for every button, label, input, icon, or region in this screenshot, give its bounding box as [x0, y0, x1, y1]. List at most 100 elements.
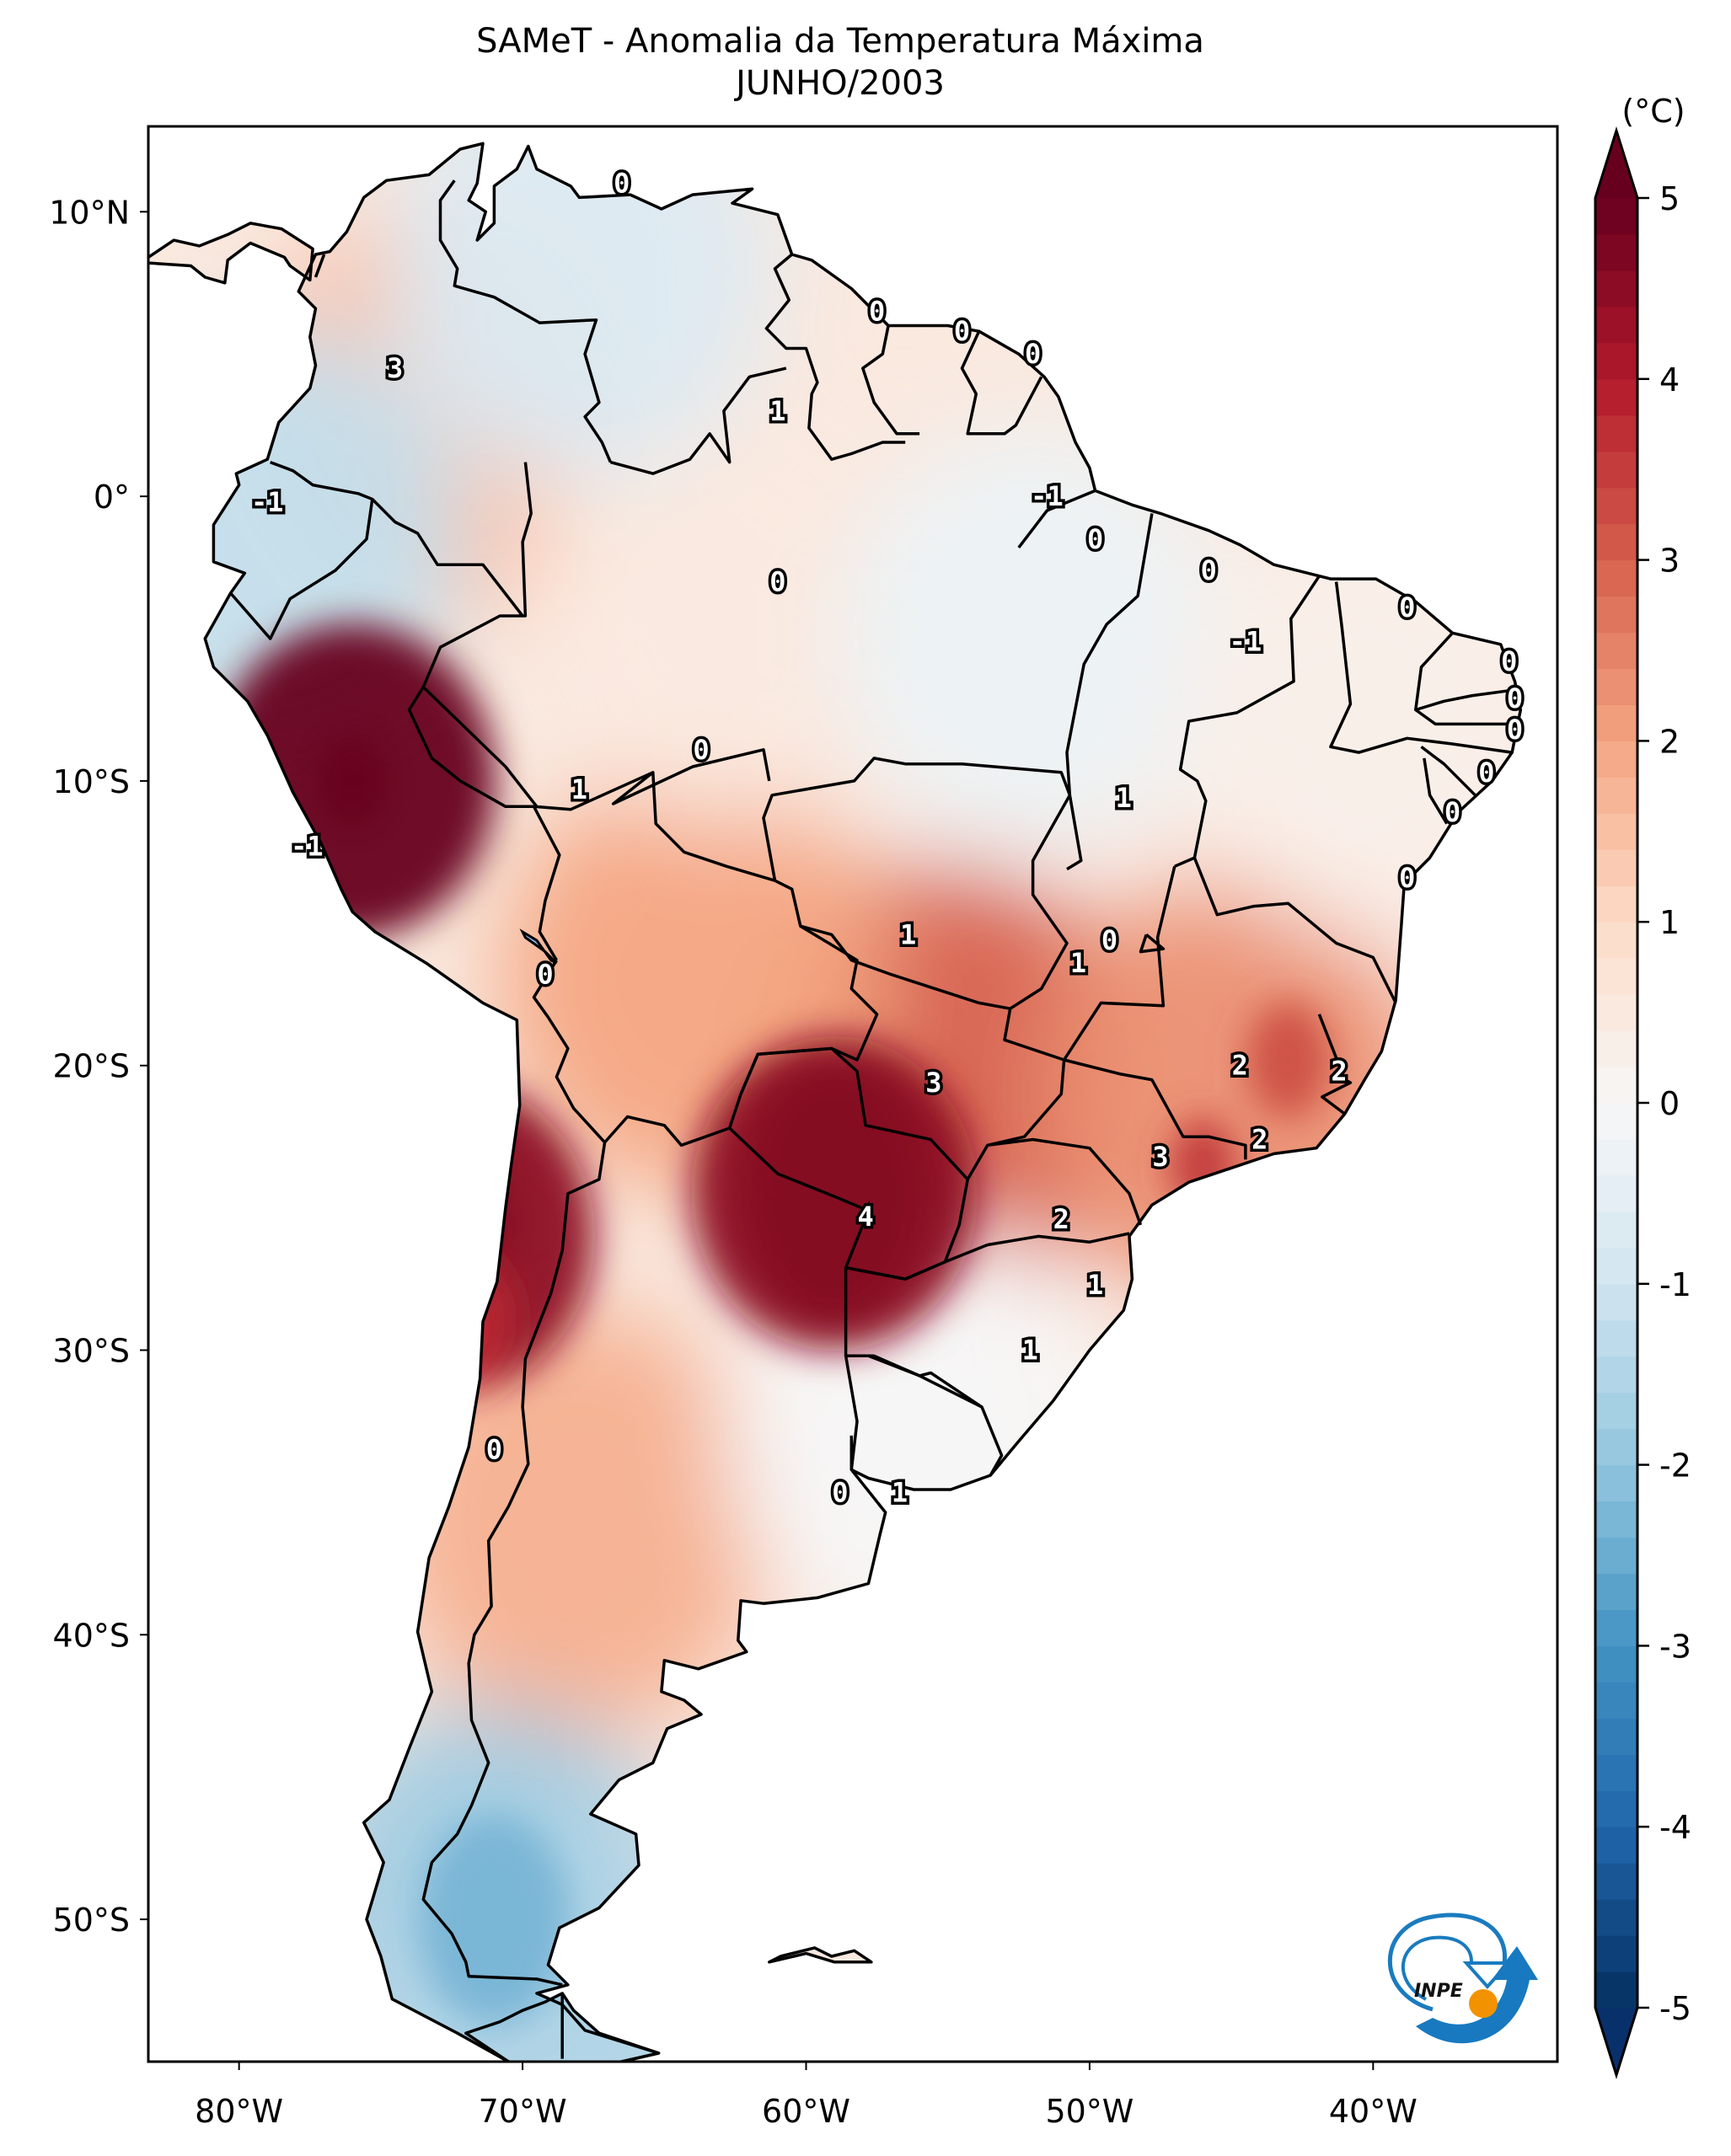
colorbar-segment: [1595, 342, 1637, 380]
colorbar-segment: [1595, 1754, 1637, 1791]
contour-label: 3: [1152, 1141, 1168, 1173]
colorbar-segment: [1595, 1645, 1637, 1683]
country-border: [1063, 865, 1176, 1061]
colorbar-segment: [1595, 198, 1637, 235]
colorbar-segment: [1595, 1537, 1637, 1575]
colorbar-segment: [1595, 632, 1637, 670]
contour-label: 0: [769, 565, 785, 597]
country-border: [960, 330, 1043, 436]
x-tick-label: 50°W: [1045, 2093, 1133, 2130]
colorbar-segment: [1595, 849, 1637, 886]
country-border: [861, 325, 920, 436]
colorbar-segment: [1595, 1283, 1637, 1321]
country-border: [229, 460, 374, 640]
country-border: [987, 1232, 1130, 1247]
colorbar-segment: [1595, 306, 1637, 344]
colorbar-segment: [1595, 1899, 1637, 1936]
country-border: [800, 924, 1011, 1010]
colorbar-segment: [1595, 1356, 1637, 1394]
country-border: [987, 1137, 1143, 1226]
colorbar-segment: [1595, 958, 1637, 995]
map-subtitle: JUNHO/2003: [736, 64, 945, 103]
x-tick-label: 60°W: [762, 2093, 850, 2130]
colorbar-segment: [1595, 1319, 1637, 1357]
map-title: SAMeT - Anomalia da Temperatura Máxima: [476, 22, 1204, 61]
y-tick-label: 10°N: [49, 194, 130, 231]
colorbar-segment: [1595, 1935, 1637, 1972]
anomaly-core: [418, 1813, 571, 2026]
colorbar-segment: [1595, 1067, 1637, 1104]
country-border: [421, 1142, 607, 1987]
country-border: [1317, 1014, 1353, 1115]
coastline-falklands: [768, 1946, 873, 1964]
contour-label: -1: [291, 831, 324, 863]
country-border: [1414, 709, 1515, 726]
x-tick-label: 40°W: [1329, 2093, 1417, 2130]
colorbar-segment: [1595, 1428, 1637, 1466]
y-tick-label: 10°S: [53, 763, 130, 800]
colorbar-segment: [1595, 1573, 1637, 1611]
y-tick-label: 40°S: [53, 1617, 130, 1654]
lake-titicaca: [519, 928, 558, 965]
colorbar-extend-min: [1595, 2008, 1637, 2075]
colorbar-segment: [1595, 1174, 1637, 1212]
inpe-logo-icon: INPE: [1387, 1913, 1538, 2044]
contour-label: 1: [892, 1476, 908, 1508]
contour-label: 0: [1025, 338, 1041, 370]
contour-label: -1: [251, 486, 284, 518]
colorbar-segment: [1595, 233, 1637, 271]
colorbar-segment: [1595, 1030, 1637, 1067]
colorbar-segment: [1595, 1211, 1637, 1249]
contour-label: 0: [1478, 757, 1494, 789]
colorbar-segment: [1595, 451, 1637, 489]
contour-label: 4: [858, 1201, 874, 1233]
colorbar-segment: [1595, 1971, 1637, 2009]
inpe-logo-text: INPE: [1414, 1981, 1463, 2002]
contour-label: 1: [1070, 947, 1086, 979]
contour-label: 1: [1022, 1335, 1038, 1367]
colorbar-tick-label: 2: [1659, 723, 1680, 760]
colorbar-segment: [1595, 813, 1637, 850]
colorbar-segment: [1595, 1247, 1637, 1285]
colorbar-segment: [1595, 1827, 1637, 1864]
contour-label: 0: [1501, 645, 1517, 677]
anomaly-core: [1246, 1000, 1331, 1119]
contour-label: 0: [537, 959, 553, 991]
colorbar-tick-label: -3: [1659, 1628, 1691, 1665]
colorbar-segment: [1595, 378, 1637, 416]
contour-label: 3: [925, 1067, 941, 1099]
coastline-panama: [148, 222, 314, 285]
colorbar-tick-label: -5: [1659, 1990, 1691, 2027]
contour-label: 0: [1507, 682, 1523, 714]
anomaly-region: [527, 397, 915, 824]
contour-label: 1: [1087, 1269, 1103, 1301]
colorbar-segment: [1595, 1609, 1637, 1646]
country-border: [966, 794, 1071, 1180]
country-border: [1414, 632, 1515, 712]
country-border: [844, 1356, 859, 1470]
colorbar-tick-label: 4: [1659, 361, 1680, 399]
y-tick-label: 20°S: [53, 1048, 130, 1085]
colorbar-segment: [1595, 994, 1637, 1031]
country-border: [867, 1354, 983, 1409]
coastline-tierra-del-fuego: [464, 1992, 661, 2062]
colorbar-segment: [1595, 1501, 1637, 1538]
country-border: [314, 254, 326, 278]
colorbar-segment: [1595, 922, 1637, 959]
colorbar-segment: [1595, 1790, 1637, 1827]
contour-label: 0: [1101, 924, 1117, 956]
contour-label: -1: [1031, 480, 1064, 512]
contour-label: 0: [1399, 591, 1415, 623]
colorbar-segment: [1595, 1392, 1637, 1430]
colorbar-segment: [1595, 523, 1637, 561]
country-border: [844, 1243, 1004, 1476]
country-border: [1423, 757, 1449, 825]
anomaly-core: [319, 733, 387, 828]
x-tick-label: 80°W: [195, 2093, 283, 2130]
y-tick-label: 0°: [94, 479, 130, 516]
coastline: [203, 142, 1523, 2062]
colorbar-tick-label: 3: [1659, 543, 1680, 580]
country-border: [762, 757, 1072, 881]
